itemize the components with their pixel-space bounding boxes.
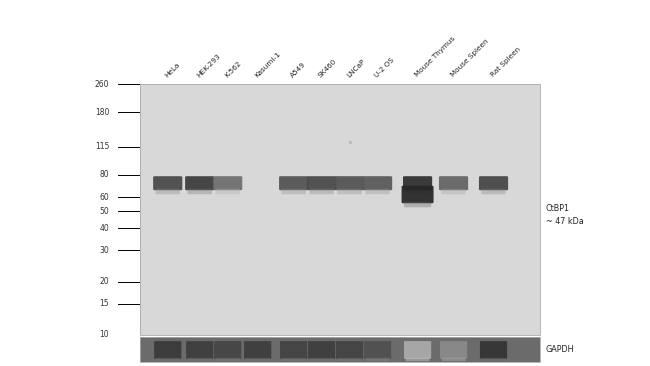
FancyBboxPatch shape xyxy=(309,358,333,361)
FancyBboxPatch shape xyxy=(439,176,468,190)
FancyBboxPatch shape xyxy=(309,189,334,194)
FancyBboxPatch shape xyxy=(213,176,242,190)
Text: HeLa: HeLa xyxy=(164,61,181,78)
FancyBboxPatch shape xyxy=(402,186,434,203)
Text: CtBP1: CtBP1 xyxy=(546,204,570,213)
Text: A549: A549 xyxy=(289,61,307,78)
Text: 20: 20 xyxy=(99,277,109,286)
FancyBboxPatch shape xyxy=(441,358,465,361)
FancyBboxPatch shape xyxy=(335,176,364,190)
FancyBboxPatch shape xyxy=(337,189,362,194)
Text: LNCaP: LNCaP xyxy=(345,57,366,78)
FancyBboxPatch shape xyxy=(246,358,270,361)
FancyBboxPatch shape xyxy=(365,358,389,361)
FancyBboxPatch shape xyxy=(216,189,240,194)
FancyBboxPatch shape xyxy=(188,358,212,361)
FancyBboxPatch shape xyxy=(479,176,508,190)
Text: 260: 260 xyxy=(95,80,109,89)
FancyBboxPatch shape xyxy=(155,189,180,194)
Text: 115: 115 xyxy=(95,142,109,152)
FancyBboxPatch shape xyxy=(279,176,308,190)
FancyBboxPatch shape xyxy=(281,358,306,361)
FancyBboxPatch shape xyxy=(154,341,181,359)
FancyBboxPatch shape xyxy=(363,176,392,190)
Text: K-562: K-562 xyxy=(224,60,242,78)
FancyBboxPatch shape xyxy=(406,358,430,361)
FancyBboxPatch shape xyxy=(365,189,390,194)
FancyBboxPatch shape xyxy=(404,341,431,359)
FancyBboxPatch shape xyxy=(280,341,307,359)
FancyBboxPatch shape xyxy=(216,358,240,361)
FancyBboxPatch shape xyxy=(406,189,430,194)
FancyBboxPatch shape xyxy=(186,341,213,359)
Text: SK460: SK460 xyxy=(317,57,338,78)
FancyBboxPatch shape xyxy=(185,176,214,190)
FancyBboxPatch shape xyxy=(337,358,361,361)
FancyBboxPatch shape xyxy=(153,176,182,190)
Text: 10: 10 xyxy=(99,330,109,339)
FancyBboxPatch shape xyxy=(364,341,391,359)
FancyBboxPatch shape xyxy=(482,358,506,361)
Text: GAPDH: GAPDH xyxy=(546,346,575,354)
Text: U-2 OS: U-2 OS xyxy=(373,56,395,78)
Text: 15: 15 xyxy=(99,299,109,308)
FancyBboxPatch shape xyxy=(156,358,179,361)
FancyBboxPatch shape xyxy=(308,341,335,359)
Text: 30: 30 xyxy=(99,246,109,255)
FancyBboxPatch shape xyxy=(244,341,271,359)
FancyBboxPatch shape xyxy=(187,189,212,194)
Text: Mouse Spleen: Mouse Spleen xyxy=(449,38,489,78)
FancyBboxPatch shape xyxy=(214,341,241,359)
Text: Kasumi-1: Kasumi-1 xyxy=(254,50,281,78)
FancyBboxPatch shape xyxy=(441,189,466,194)
Text: 60: 60 xyxy=(99,193,109,202)
FancyBboxPatch shape xyxy=(281,189,306,194)
Text: 80: 80 xyxy=(99,171,109,179)
FancyBboxPatch shape xyxy=(307,176,336,190)
Text: 40: 40 xyxy=(99,224,109,233)
FancyBboxPatch shape xyxy=(480,341,507,359)
FancyBboxPatch shape xyxy=(403,176,432,190)
Text: Rat Spleen: Rat Spleen xyxy=(489,46,521,78)
FancyBboxPatch shape xyxy=(440,341,467,359)
Text: Mouse Thymus: Mouse Thymus xyxy=(413,36,456,78)
FancyBboxPatch shape xyxy=(482,189,506,194)
Text: HEK-293: HEK-293 xyxy=(196,52,222,78)
Text: 50: 50 xyxy=(99,206,109,216)
Text: ~ 47 kDa: ~ 47 kDa xyxy=(546,217,584,226)
FancyBboxPatch shape xyxy=(336,341,363,359)
FancyBboxPatch shape xyxy=(404,202,431,207)
Text: 180: 180 xyxy=(95,108,109,117)
